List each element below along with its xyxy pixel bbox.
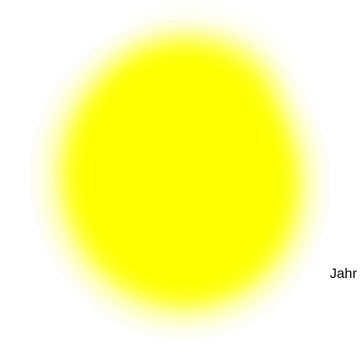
- jahr-label: Jahr: [329, 265, 357, 281]
- yellow-blob-top: [118, 40, 268, 150]
